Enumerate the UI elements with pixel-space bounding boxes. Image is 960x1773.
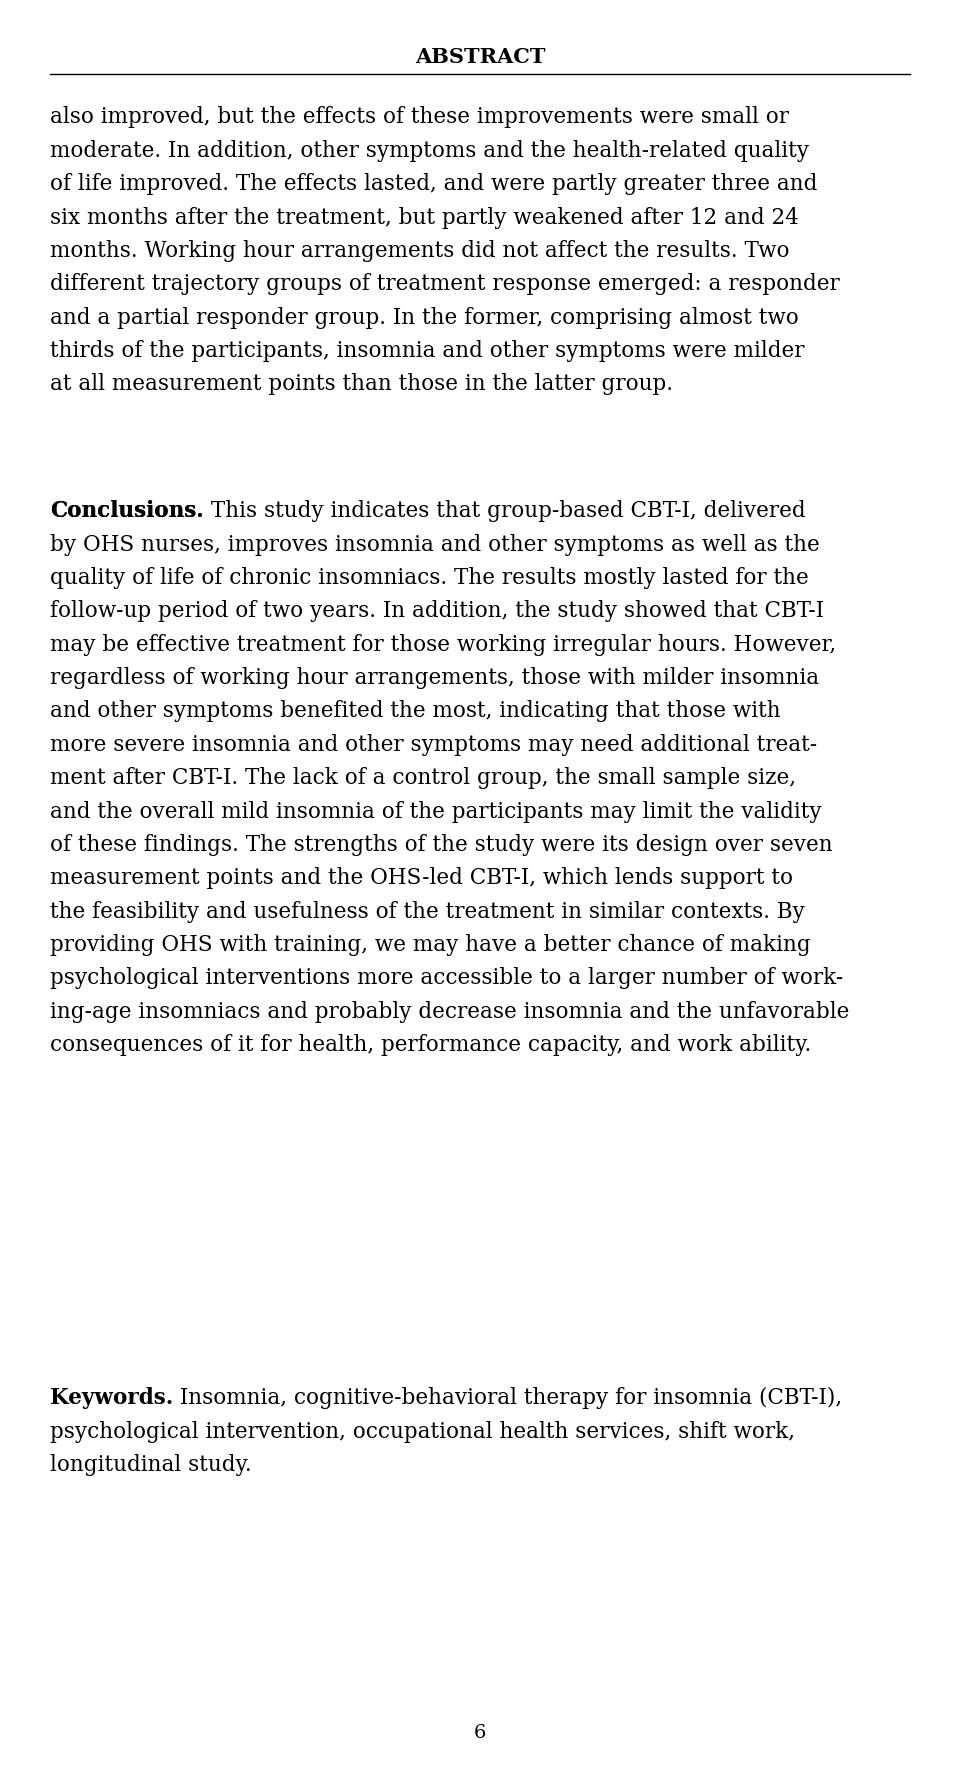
Text: Conclusions.: Conclusions. — [50, 500, 204, 521]
Text: by OHS nurses, improves insomnia and other symptoms as well as the: by OHS nurses, improves insomnia and oth… — [50, 534, 820, 555]
Text: ABSTRACT: ABSTRACT — [415, 48, 545, 67]
Text: longitudinal study.: longitudinal study. — [50, 1454, 252, 1475]
Text: consequences of it for health, performance capacity, and work ability.: consequences of it for health, performan… — [50, 1034, 811, 1055]
Text: measurement points and the OHS-led CBT-I, which lends support to: measurement points and the OHS-led CBT-I… — [50, 867, 793, 888]
Text: and a partial responder group. In the former, comprising almost two: and a partial responder group. In the fo… — [50, 307, 799, 328]
Text: regardless of working hour arrangements, those with milder insomnia: regardless of working hour arrangements,… — [50, 667, 819, 688]
Text: Insomnia, cognitive-behavioral therapy for insomnia (CBT-I),: Insomnia, cognitive-behavioral therapy f… — [173, 1386, 842, 1408]
Text: thirds of the participants, insomnia and other symptoms were milder: thirds of the participants, insomnia and… — [50, 340, 804, 362]
Text: ment after CBT-I. The lack of a control group, the small sample size,: ment after CBT-I. The lack of a control … — [50, 766, 796, 789]
Text: also improved, but the effects of these improvements were small or: also improved, but the effects of these … — [50, 106, 789, 128]
Text: months. Working hour arrangements did not affect the results. Two: months. Working hour arrangements did no… — [50, 239, 789, 262]
Text: may be effective treatment for those working irregular hours. However,: may be effective treatment for those wor… — [50, 633, 836, 656]
Text: at all measurement points than those in the latter group.: at all measurement points than those in … — [50, 372, 673, 395]
Text: follow-up period of two years. In addition, the study showed that CBT-I: follow-up period of two years. In additi… — [50, 599, 824, 622]
Text: psychological interventions more accessible to a larger number of work-: psychological interventions more accessi… — [50, 966, 843, 989]
Text: 6: 6 — [474, 1723, 486, 1741]
Text: This study indicates that group-based CBT-I, delivered: This study indicates that group-based CB… — [204, 500, 805, 521]
Text: six months after the treatment, but partly weakened after 12 and 24: six months after the treatment, but part… — [50, 206, 799, 229]
Text: of these findings. The strengths of the study were its design over seven: of these findings. The strengths of the … — [50, 833, 832, 855]
Text: providing OHS with training, we may have a better chance of making: providing OHS with training, we may have… — [50, 934, 810, 956]
Text: different trajectory groups of treatment response emerged: a responder: different trajectory groups of treatment… — [50, 273, 840, 294]
Text: and the overall mild insomnia of the participants may limit the validity: and the overall mild insomnia of the par… — [50, 800, 822, 823]
Text: of life improved. The effects lasted, and were partly greater three and: of life improved. The effects lasted, an… — [50, 174, 817, 195]
Text: and other symptoms benefited the most, indicating that those with: and other symptoms benefited the most, i… — [50, 700, 780, 722]
Text: psychological intervention, occupational health services, shift work,: psychological intervention, occupational… — [50, 1420, 795, 1441]
Text: quality of life of chronic insomniacs. The results mostly lasted for the: quality of life of chronic insomniacs. T… — [50, 567, 808, 589]
Text: the feasibility and usefulness of the treatment in similar contexts. By: the feasibility and usefulness of the tr… — [50, 901, 804, 922]
Text: Conclusions.: Conclusions. — [50, 500, 204, 521]
Text: ing-age insomniacs and probably decrease insomnia and the unfavorable: ing-age insomniacs and probably decrease… — [50, 1000, 850, 1023]
Text: moderate. In addition, other symptoms and the health-related quality: moderate. In addition, other symptoms an… — [50, 140, 809, 161]
Text: more severe insomnia and other symptoms may need additional treat-: more severe insomnia and other symptoms … — [50, 734, 817, 755]
Text: Keywords.: Keywords. — [50, 1386, 173, 1408]
